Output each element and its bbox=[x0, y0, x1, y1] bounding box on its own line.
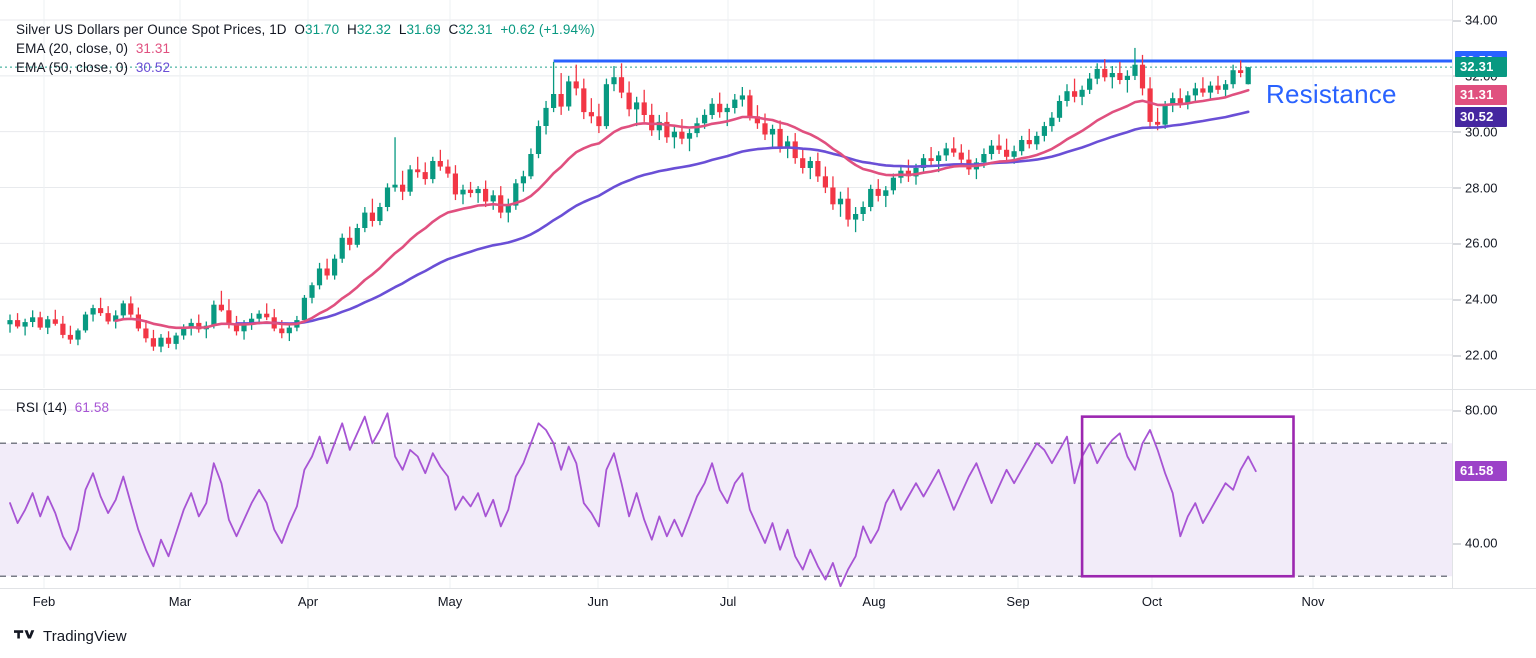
ohlc-high-value: 32.32 bbox=[356, 22, 392, 37]
rsi-tick-label: 40.00 bbox=[1465, 535, 1498, 551]
legend-interval[interactable]: 1D bbox=[269, 22, 287, 37]
price-plot[interactable] bbox=[0, 0, 1452, 388]
rsi-scale[interactable]: 80.00 40.00 61.58 bbox=[1453, 390, 1536, 588]
price-axis-divider bbox=[1452, 0, 1453, 588]
rsi-label: RSI (14) bbox=[16, 400, 68, 415]
ohlc-close-label: C bbox=[448, 22, 459, 37]
ohlc-close-value: 32.31 bbox=[458, 22, 493, 37]
price-tick-28-00: 28.00 bbox=[1453, 180, 1536, 195]
price-tick-24-00: 24.00 bbox=[1453, 292, 1536, 307]
rsi-value: 61.58 bbox=[74, 400, 110, 415]
main-legend: Silver US Dollars per Ounce Spot Prices,… bbox=[16, 22, 595, 37]
ema50-price-badge[interactable]: 30.52 bbox=[1455, 107, 1507, 128]
rsi-tick-label: 80.00 bbox=[1465, 402, 1498, 418]
tradingview-branding[interactable]: TradingView bbox=[14, 628, 127, 645]
price-tick-label: 34.00 bbox=[1465, 12, 1498, 28]
price-tick-34-00: 34.00 bbox=[1453, 13, 1536, 28]
price-tick-dash bbox=[1453, 187, 1461, 189]
time-axis-label-may: May bbox=[437, 594, 463, 609]
price-tick-label: 28.00 bbox=[1465, 180, 1498, 195]
tradingview-logo-icon bbox=[14, 629, 35, 639]
ema20-legend[interactable]: EMA (20, close, 0) 31.31 bbox=[16, 41, 170, 56]
price-tick-dash bbox=[1453, 131, 1461, 133]
rsi-pane[interactable] bbox=[0, 390, 1452, 588]
time-axis-label-aug: Aug bbox=[862, 594, 886, 609]
price-tick-26-00: 26.00 bbox=[1453, 236, 1536, 251]
price-tick-dash bbox=[1453, 299, 1461, 301]
ohlc-open-label: O bbox=[294, 22, 305, 37]
price-tick-label: 26.00 bbox=[1465, 235, 1498, 251]
rsi-tick-dash bbox=[1453, 410, 1461, 411]
ema50-value: 30.52 bbox=[135, 60, 171, 75]
time-axis-label-nov: Nov bbox=[1301, 594, 1325, 609]
time-axis[interactable]: Feb Mar Apr May Jun Jul Aug Sep Oct Nov bbox=[0, 589, 1452, 619]
price-pane[interactable] bbox=[0, 0, 1452, 388]
ohlc-low-value: 31.69 bbox=[406, 22, 441, 37]
time-axis-label-apr: Apr bbox=[297, 594, 319, 609]
time-axis-label-mar: Mar bbox=[168, 594, 192, 609]
rsi-tick-80-00: 80.00 bbox=[1453, 403, 1536, 418]
price-tick-dash bbox=[1453, 20, 1461, 21]
ohlc-change-percent: (+1.94%) bbox=[538, 22, 595, 37]
ohlc-low-label: L bbox=[398, 22, 407, 37]
price-tick-label: 22.00 bbox=[1465, 347, 1498, 363]
price-tick-dash bbox=[1453, 243, 1461, 245]
price-tick-label: 30.00 bbox=[1465, 124, 1498, 140]
ema20-label: EMA (20, close, 0) bbox=[16, 41, 129, 56]
time-axis-label-jun: Jun bbox=[587, 594, 609, 609]
time-axis-label-feb: Feb bbox=[32, 594, 56, 609]
ohlc-open-value: 31.70 bbox=[304, 22, 340, 37]
rsi-tick-dash bbox=[1453, 543, 1461, 544]
time-axis-label-oct: Oct bbox=[1141, 594, 1163, 609]
rsi-tick-40-00: 40.00 bbox=[1453, 536, 1536, 551]
rsi-plot[interactable] bbox=[0, 390, 1452, 588]
ohlc-change-value: +0.62 bbox=[500, 22, 535, 37]
rsi-legend[interactable]: RSI (14) 61.58 bbox=[16, 400, 109, 415]
price-tick-dash bbox=[1453, 355, 1461, 356]
price-scale[interactable]: 34.0032.0030.0028.0026.0024.0022.0032.53… bbox=[1453, 0, 1536, 388]
resistance-annotation-label[interactable]: Resistance bbox=[1266, 79, 1397, 109]
ema20-value: 31.31 bbox=[135, 41, 171, 56]
price-tick-label: 24.00 bbox=[1465, 291, 1498, 307]
ema50-label: EMA (50, close, 0) bbox=[16, 60, 129, 75]
time-axis-label-jul: Jul bbox=[719, 594, 737, 609]
ohlc-high-label: H bbox=[346, 22, 357, 37]
time-axis-label-sep: Sep bbox=[1006, 594, 1030, 609]
pane-separator[interactable] bbox=[0, 389, 1536, 390]
tradingview-brand-name: TradingView bbox=[43, 628, 127, 645]
time-axis-divider bbox=[0, 588, 1536, 589]
last-price-badge[interactable]: 32.31 bbox=[1455, 57, 1507, 78]
ema50-legend[interactable]: EMA (50, close, 0) 30.52 bbox=[16, 60, 170, 75]
rsi-value-badge[interactable]: 61.58 bbox=[1455, 461, 1507, 482]
price-tick-22-00: 22.00 bbox=[1453, 348, 1536, 363]
price-tick-30-00: 30.00 bbox=[1453, 124, 1536, 139]
ema20-price-badge[interactable]: 31.31 bbox=[1455, 85, 1507, 106]
legend-symbol[interactable]: Silver US Dollars per Ounce Spot Prices bbox=[16, 22, 262, 37]
